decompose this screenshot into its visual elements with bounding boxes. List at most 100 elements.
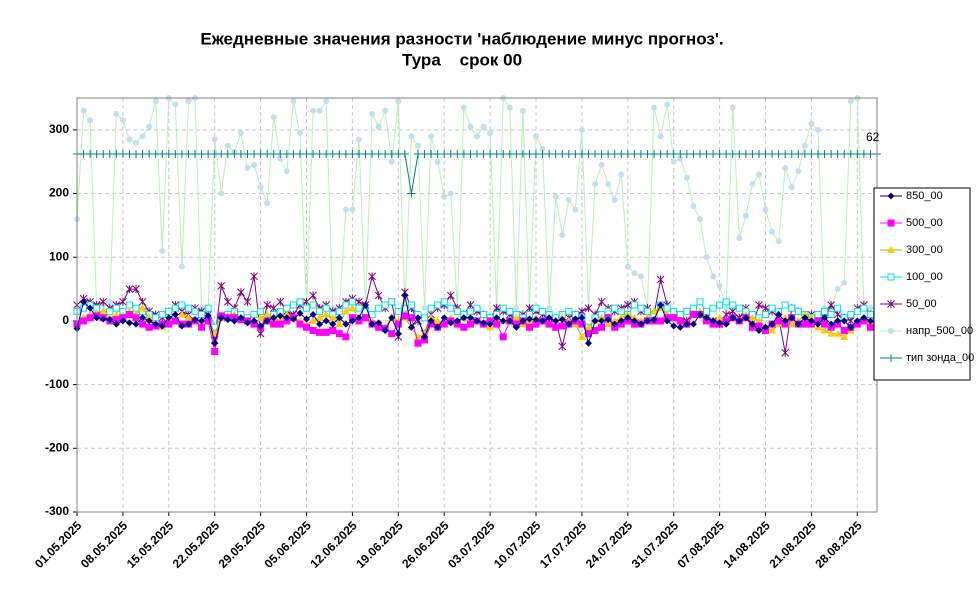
point xyxy=(99,315,107,323)
point xyxy=(165,314,173,322)
point xyxy=(584,304,593,313)
point xyxy=(407,323,415,331)
point xyxy=(466,301,475,309)
point xyxy=(165,307,173,315)
point xyxy=(827,329,836,337)
point xyxy=(755,171,762,178)
x-tick-label: 19.06.2025 xyxy=(353,518,406,571)
point xyxy=(716,282,723,289)
point xyxy=(480,319,488,327)
point xyxy=(841,279,848,286)
annotation: 62 xyxy=(866,130,880,144)
point xyxy=(237,288,245,297)
point xyxy=(827,320,835,328)
point xyxy=(440,320,448,328)
point xyxy=(650,307,659,315)
point xyxy=(533,133,540,140)
point xyxy=(552,193,559,200)
point xyxy=(506,307,514,315)
point xyxy=(290,98,297,105)
point xyxy=(368,272,376,281)
point xyxy=(322,328,330,336)
point xyxy=(722,320,730,328)
point xyxy=(755,322,763,330)
point xyxy=(729,301,737,309)
point xyxy=(552,323,560,331)
point xyxy=(545,320,553,328)
point xyxy=(375,319,383,327)
point xyxy=(690,203,697,210)
point xyxy=(309,301,317,309)
point xyxy=(256,329,265,338)
point xyxy=(493,314,501,322)
point xyxy=(335,307,343,315)
point xyxy=(808,120,815,127)
legend-label: 50_00 xyxy=(906,298,937,310)
point xyxy=(604,320,613,328)
chart-title: Ежедневные значения разности 'наблюдение… xyxy=(200,29,723,48)
point xyxy=(362,301,370,309)
point xyxy=(847,323,855,331)
point xyxy=(106,298,113,305)
point xyxy=(847,311,855,319)
point xyxy=(309,316,318,324)
point xyxy=(335,330,343,338)
point xyxy=(230,317,238,325)
point xyxy=(735,304,743,312)
point xyxy=(316,107,323,114)
point xyxy=(637,320,645,328)
point xyxy=(303,323,311,331)
point xyxy=(171,304,179,312)
point xyxy=(650,316,658,324)
point xyxy=(617,317,625,325)
point xyxy=(178,263,185,270)
point xyxy=(709,317,717,325)
point xyxy=(794,320,802,328)
point xyxy=(172,101,179,108)
point xyxy=(592,180,599,187)
point xyxy=(492,304,501,313)
point xyxy=(126,136,133,143)
point xyxy=(421,314,429,322)
point xyxy=(302,297,311,306)
point xyxy=(434,301,442,309)
point xyxy=(460,104,467,111)
point xyxy=(263,317,271,325)
point xyxy=(742,314,750,322)
point xyxy=(840,332,849,340)
point xyxy=(827,311,835,319)
point xyxy=(112,320,120,328)
point xyxy=(158,322,166,330)
legend-marker xyxy=(887,273,895,281)
point xyxy=(775,317,783,325)
point xyxy=(270,114,277,121)
point xyxy=(656,275,665,284)
legend-marker xyxy=(887,246,895,253)
point xyxy=(191,316,199,324)
point xyxy=(159,247,166,254)
point xyxy=(335,314,343,322)
point xyxy=(611,196,618,203)
point xyxy=(270,314,278,322)
point xyxy=(558,322,566,330)
point xyxy=(381,326,389,334)
point xyxy=(204,317,212,325)
point xyxy=(152,320,160,328)
point xyxy=(237,130,244,137)
point xyxy=(243,297,252,306)
point xyxy=(742,212,749,219)
point xyxy=(348,317,356,325)
point xyxy=(781,301,789,309)
point xyxy=(276,297,285,306)
point xyxy=(335,320,344,328)
point xyxy=(643,317,651,325)
point xyxy=(375,304,383,312)
point xyxy=(283,168,290,175)
point xyxy=(814,126,821,133)
point xyxy=(139,320,147,328)
point xyxy=(558,316,566,324)
point xyxy=(86,314,94,322)
point xyxy=(407,189,416,198)
point xyxy=(447,319,455,327)
point xyxy=(604,307,612,315)
